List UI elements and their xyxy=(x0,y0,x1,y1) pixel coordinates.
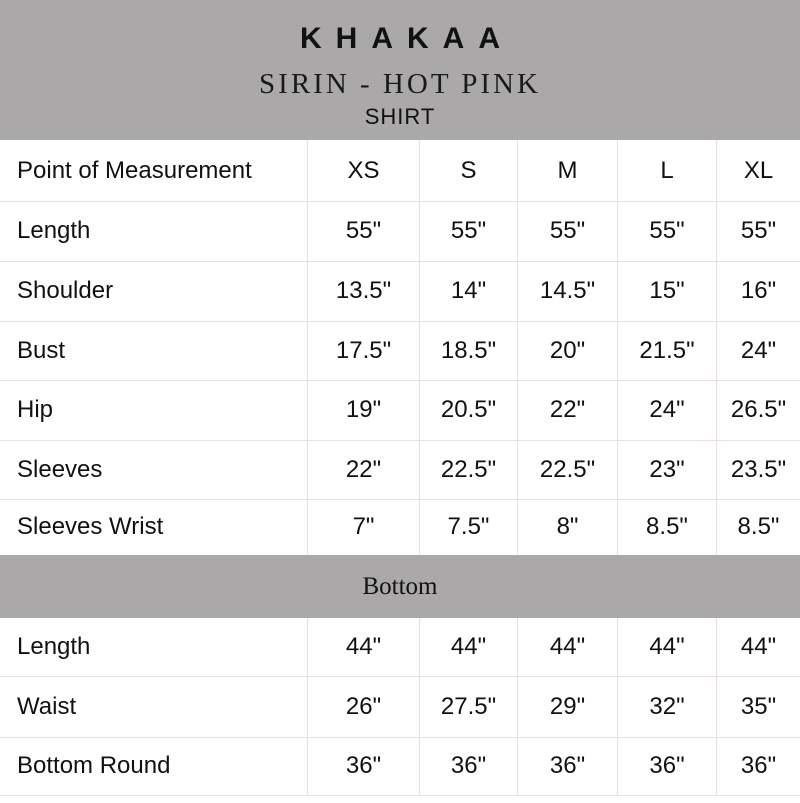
size-value: L xyxy=(617,140,716,201)
product-title: SIRIN - HOT PINK xyxy=(259,68,541,100)
row-label: Length xyxy=(17,633,91,660)
size-value: 55" xyxy=(617,201,716,261)
table-row: Bust 17.5" 18.5" 20" 21.5" 24" xyxy=(0,321,800,381)
size-value: 14" xyxy=(419,261,517,321)
size-value: 36" xyxy=(517,737,617,795)
size-value: 21.5" xyxy=(617,321,716,380)
size-value: 23.5" xyxy=(716,440,800,499)
row-label: Bust xyxy=(17,336,66,364)
size-value: 55" xyxy=(419,201,517,261)
table-row: Sleeves Wrist 7" 7.5" 8" 8.5" 8.5" xyxy=(0,499,800,556)
row-label: Sleeves Wrist xyxy=(17,513,164,540)
size-value: 20" xyxy=(517,321,617,380)
table-header-row: Point of Measurement XS S M L XL xyxy=(0,140,800,202)
size-value: 8" xyxy=(517,499,617,555)
size-value: 13.5" xyxy=(307,261,419,321)
size-value: 44" xyxy=(617,618,716,676)
section-title: Bottom xyxy=(362,573,438,600)
size-value: 44" xyxy=(419,618,517,676)
category-title: SHIRT xyxy=(364,104,436,129)
size-value: M xyxy=(517,140,617,201)
size-value: 27.5" xyxy=(419,676,517,737)
table-row: Waist 26" 27.5" 29" 32" 35" xyxy=(0,676,800,738)
size-value: 8.5" xyxy=(617,499,716,555)
brand-logo: KHAKAA xyxy=(300,22,514,55)
size-value: 24" xyxy=(716,321,800,380)
row-label: Point of Measurement xyxy=(17,156,252,184)
size-value: 44" xyxy=(716,618,800,676)
size-value: 16" xyxy=(716,261,800,321)
size-value: 15" xyxy=(617,261,716,321)
size-value: 23" xyxy=(617,440,716,499)
size-value: 36" xyxy=(307,737,419,795)
size-value: 22.5" xyxy=(419,440,517,499)
header-band: KHAKAA SIRIN - HOT PINK SHIRT xyxy=(0,0,800,140)
size-value: 36" xyxy=(419,737,517,795)
row-label: Shoulder xyxy=(17,277,114,304)
table-row: Length 44" 44" 44" 44" 44" xyxy=(0,618,800,677)
row-label: Bottom Round xyxy=(17,752,171,779)
size-value: S xyxy=(419,140,517,201)
size-value: 17.5" xyxy=(307,321,419,380)
size-value: 22.5" xyxy=(517,440,617,499)
table-row: Shoulder 13.5" 14" 14.5" 15" 16" xyxy=(0,261,800,322)
table-row: Bottom Round 36" 36" 36" 36" 36" xyxy=(0,737,800,796)
size-value: 14.5" xyxy=(517,261,617,321)
table-row: Length 55" 55" 55" 55" 55" xyxy=(0,201,800,262)
size-value: 22" xyxy=(517,380,617,440)
size-value: 36" xyxy=(617,737,716,795)
size-value: 44" xyxy=(307,618,419,676)
size-value: 55" xyxy=(716,201,800,261)
size-value: 24" xyxy=(617,380,716,440)
size-value: 32" xyxy=(617,676,716,737)
size-value: 29" xyxy=(517,676,617,737)
size-value: 44" xyxy=(517,618,617,676)
size-value: XL xyxy=(716,140,800,201)
size-value: 26.5" xyxy=(716,380,800,440)
size-value: 7" xyxy=(307,499,419,555)
size-value: 26" xyxy=(307,676,419,737)
row-label: Length xyxy=(17,217,91,244)
size-value: 36" xyxy=(716,737,800,795)
row-label: Hip xyxy=(17,396,54,423)
size-value: 35" xyxy=(716,676,800,737)
size-value: 8.5" xyxy=(716,499,800,555)
table-row: Hip 19" 20.5" 22" 24" 26.5" xyxy=(0,380,800,441)
bottom-section-band: Bottom xyxy=(0,555,800,618)
size-value: 7.5" xyxy=(419,499,517,555)
size-value: 20.5" xyxy=(419,380,517,440)
size-value: 55" xyxy=(517,201,617,261)
row-label: Sleeves xyxy=(17,455,103,483)
size-value: 55" xyxy=(307,201,419,261)
size-value: 18.5" xyxy=(419,321,517,380)
size-value: 22" xyxy=(307,440,419,499)
row-label: Waist xyxy=(17,692,77,720)
size-value: 19" xyxy=(307,380,419,440)
size-value: XS xyxy=(307,140,419,201)
table-row: Sleeves 22" 22.5" 22.5" 23" 23.5" xyxy=(0,440,800,500)
